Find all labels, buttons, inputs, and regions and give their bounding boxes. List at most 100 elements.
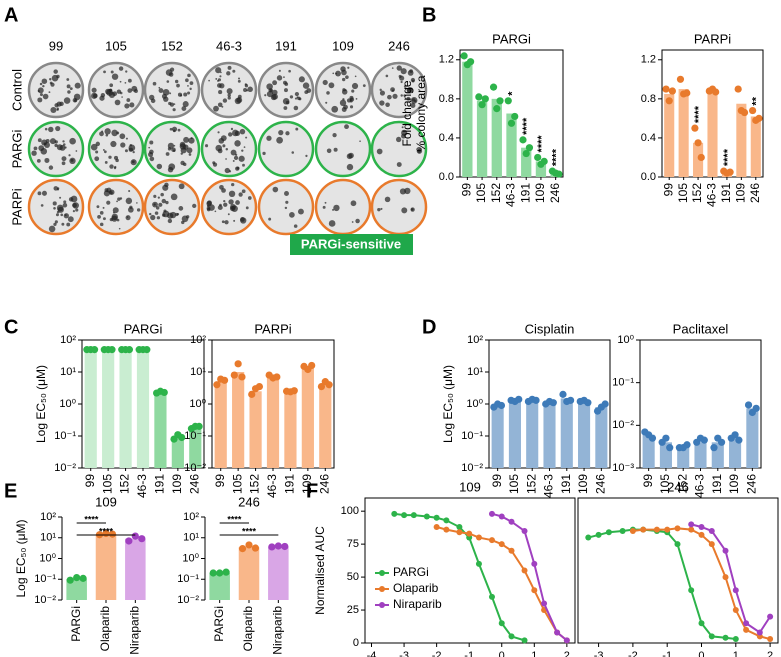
colony	[355, 218, 360, 224]
bar	[729, 438, 742, 468]
colony	[244, 83, 248, 86]
data-point	[73, 574, 81, 582]
colony	[75, 150, 78, 152]
colony	[150, 214, 156, 221]
data-point	[541, 600, 548, 607]
data-point	[534, 153, 542, 162]
column-label: 99	[49, 38, 63, 53]
colony	[379, 90, 385, 96]
colony	[179, 94, 183, 97]
x-tick-label: 46-3	[705, 183, 719, 207]
colony	[56, 108, 59, 111]
colony	[231, 205, 238, 212]
colony	[216, 83, 222, 88]
x-tick-label: 46-3	[504, 183, 518, 207]
colony	[117, 197, 121, 201]
colony	[190, 137, 193, 140]
data-point	[209, 569, 217, 577]
colony	[167, 166, 174, 173]
colony	[217, 131, 220, 134]
colony	[232, 69, 236, 73]
colony	[57, 206, 64, 213]
data-point	[666, 444, 674, 452]
colony	[91, 92, 98, 99]
colony	[208, 79, 210, 82]
plate	[370, 120, 428, 178]
colony	[398, 74, 402, 78]
data-point	[664, 526, 671, 533]
colony	[232, 160, 235, 162]
data-point	[585, 534, 592, 541]
x-tick-label: PARGi	[69, 606, 83, 642]
colony	[234, 140, 241, 147]
column-label: 152	[161, 38, 183, 53]
row-label: Control	[9, 69, 24, 111]
colony	[268, 88, 273, 93]
data-point	[230, 371, 238, 379]
chart-title: PARPi	[254, 321, 291, 336]
x-tick-label: 191	[283, 474, 297, 494]
colony	[127, 206, 134, 213]
series-line	[690, 523, 771, 634]
colony	[178, 183, 185, 190]
bar	[268, 546, 289, 600]
bar	[642, 434, 655, 468]
colony	[385, 74, 389, 78]
colony	[298, 208, 304, 215]
data-point	[662, 85, 670, 93]
colony	[173, 103, 176, 106]
colony	[62, 140, 65, 143]
x-tick-label: 105	[100, 474, 114, 494]
bar	[693, 142, 704, 177]
colony	[220, 71, 222, 74]
colony	[223, 199, 226, 203]
colony	[63, 97, 71, 104]
colony	[234, 97, 242, 105]
colony	[36, 158, 41, 163]
y-tick-label: 10⁰	[59, 398, 76, 410]
colony	[359, 140, 361, 143]
colony	[156, 216, 161, 220]
colony	[283, 106, 288, 110]
data-point	[698, 531, 705, 538]
bar	[125, 538, 146, 600]
colony	[73, 93, 81, 101]
colony	[243, 146, 246, 148]
data-point	[749, 106, 757, 115]
x-tick-label: 46-3	[693, 474, 707, 498]
data-point	[475, 93, 483, 101]
colony	[177, 128, 181, 132]
colony	[278, 129, 284, 136]
data-point	[549, 399, 557, 407]
colony	[227, 93, 231, 97]
data-point	[731, 431, 739, 439]
colony	[225, 148, 229, 151]
colony	[379, 100, 385, 106]
data-point	[648, 434, 657, 442]
colony	[149, 156, 155, 162]
data-point	[743, 626, 750, 633]
colony	[169, 92, 172, 95]
bar	[284, 391, 297, 468]
colony	[416, 148, 423, 154]
colony	[174, 79, 179, 84]
bar	[119, 349, 132, 468]
plate	[27, 61, 85, 119]
data-point	[605, 529, 612, 536]
colony	[218, 90, 223, 95]
bar	[95, 534, 117, 600]
data-point	[640, 526, 647, 533]
colony	[333, 147, 338, 152]
data-point	[722, 574, 729, 581]
data-point	[683, 441, 691, 449]
legend-label: Olaparib	[393, 581, 439, 595]
data-point	[410, 512, 417, 519]
colony	[60, 213, 64, 217]
y-axis-label: % colony area	[414, 75, 428, 151]
bar	[171, 437, 184, 468]
data-point	[698, 620, 705, 627]
data-point	[708, 527, 715, 534]
x-tick-label: 246	[548, 183, 562, 203]
colony	[224, 220, 229, 225]
colony	[306, 88, 312, 93]
